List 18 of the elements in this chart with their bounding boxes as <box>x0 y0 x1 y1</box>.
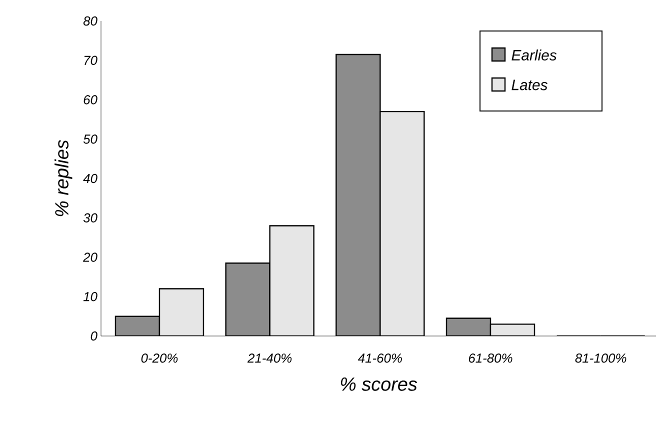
x-tick-label: 21-40% <box>247 354 292 363</box>
x-tick-label: 0-20% <box>141 354 178 363</box>
x-tick-label: 81-100% <box>575 354 626 363</box>
legend-label: Lates <box>512 80 548 90</box>
y-tick-label: 80 <box>83 16 98 26</box>
y-tick-label: 60 <box>84 95 98 104</box>
y-tick-label: 30 <box>83 213 98 222</box>
y-tick-label: 10 <box>83 292 98 302</box>
y-tick-label: 20 <box>83 252 98 262</box>
x-axis-title: % scores <box>340 378 418 391</box>
y-axis-title: % replies <box>54 140 72 216</box>
y-tick-label: 0 <box>90 331 98 341</box>
legend-label: Earlies <box>512 50 557 60</box>
y-tick-label: 70 <box>84 56 98 65</box>
y-tick-label: 50 <box>83 134 98 144</box>
x-tick-label: 61-80% <box>468 354 512 363</box>
x-tick-label: 41-60% <box>358 354 402 363</box>
y-tick-label: 40 <box>83 174 98 184</box>
